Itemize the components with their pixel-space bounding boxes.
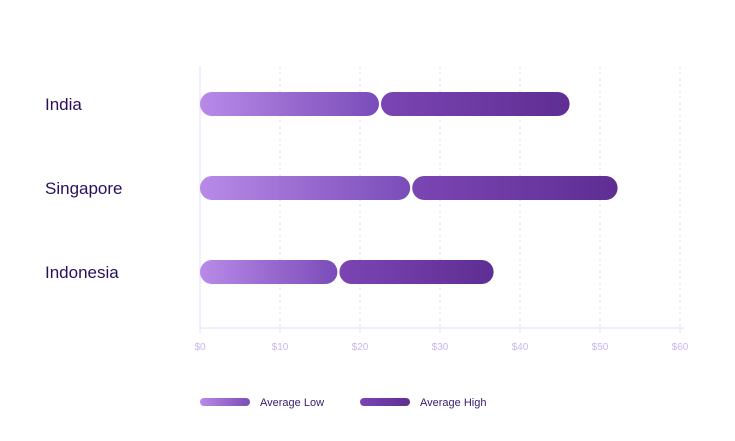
legend-label-average-low: Average Low bbox=[260, 397, 324, 409]
category-label-india: India bbox=[45, 95, 82, 114]
x-tick-label: $0 bbox=[194, 342, 206, 353]
legend-label-average-high: Average High bbox=[420, 397, 486, 409]
legend-swatch-average-low bbox=[200, 398, 250, 406]
x-tick-label: $40 bbox=[512, 342, 529, 353]
bars-layer bbox=[200, 92, 618, 284]
legend-swatch-average-high bbox=[360, 398, 410, 406]
x-tick-label: $50 bbox=[592, 342, 609, 353]
category-label-indonesia: Indonesia bbox=[45, 263, 119, 282]
bar-average-low-singapore[interactable] bbox=[200, 176, 411, 200]
legend: Average Low Average High bbox=[200, 397, 486, 409]
x-tick-label: $60 bbox=[672, 342, 689, 353]
x-tick-label: $10 bbox=[272, 342, 289, 353]
bar-average-low-india[interactable] bbox=[200, 92, 379, 116]
bar-average-low-indonesia[interactable] bbox=[200, 260, 338, 284]
x-tick-label: $20 bbox=[352, 342, 369, 353]
category-label-singapore: Singapore bbox=[45, 179, 123, 198]
bar-average-high-singapore[interactable] bbox=[412, 176, 618, 200]
x-tick-label: $30 bbox=[432, 342, 449, 353]
labels-layer: $0 $10 $20 $30 $40 $50 $60 India Singapore Indone… bbox=[45, 95, 689, 353]
bar-average-high-indonesia[interactable] bbox=[339, 260, 494, 284]
bar-average-high-india[interactable] bbox=[381, 92, 570, 116]
